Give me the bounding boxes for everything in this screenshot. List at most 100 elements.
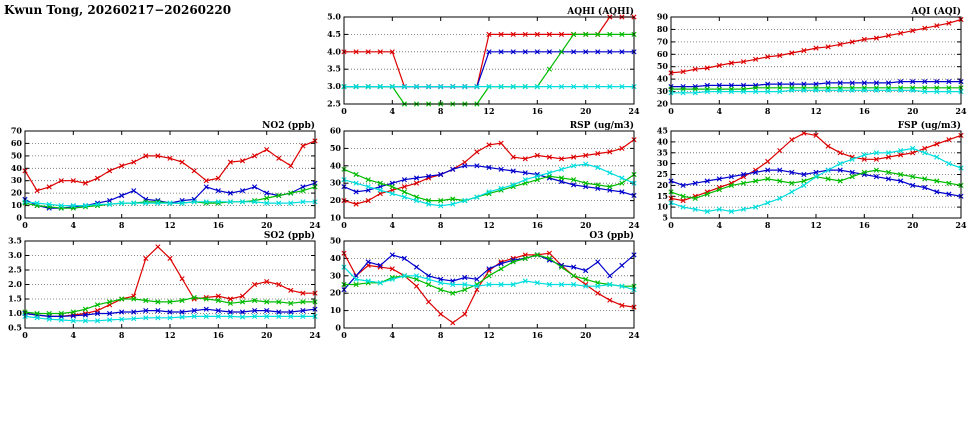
chart-rsp: 10 20 30 40 50 60 0 4 8 12 16 20 24 RSP (ug/m3) xyxy=(319,119,641,232)
svg-text:8: 8 xyxy=(438,106,444,116)
svg-text:O3 (ppb): O3 (ppb) xyxy=(589,230,634,241)
svg-text:4: 4 xyxy=(71,220,77,230)
chart-so2: 0.5 1.0 1.5 2.0 2.5 3.0 3.5 0 4 8 12 16 20 24 SO2 (ppb… xyxy=(0,229,322,342)
svg-text:4: 4 xyxy=(390,330,396,340)
svg-text:20: 20 xyxy=(11,188,23,198)
svg-text:10: 10 xyxy=(657,202,669,212)
svg-text:10: 10 xyxy=(330,213,342,223)
svg-text:0: 0 xyxy=(668,220,674,230)
svg-text:16: 16 xyxy=(532,220,544,230)
svg-text:SO2 (ppb): SO2 (ppb) xyxy=(264,230,315,241)
svg-text:12: 12 xyxy=(810,220,821,230)
svg-text:3.5: 3.5 xyxy=(327,64,341,74)
svg-text:90: 90 xyxy=(657,12,669,22)
svg-text:12: 12 xyxy=(164,220,175,230)
svg-text:8: 8 xyxy=(438,220,444,230)
svg-text:12: 12 xyxy=(164,330,175,340)
svg-text:24: 24 xyxy=(309,330,321,340)
svg-text:30: 30 xyxy=(330,270,342,280)
svg-text:24: 24 xyxy=(955,220,967,230)
svg-text:12: 12 xyxy=(483,220,494,230)
svg-text:1.5: 1.5 xyxy=(8,294,22,304)
svg-text:20: 20 xyxy=(261,220,273,230)
svg-text:0: 0 xyxy=(22,220,28,230)
svg-text:1.0: 1.0 xyxy=(8,308,22,318)
svg-text:4: 4 xyxy=(71,330,77,340)
svg-text:8: 8 xyxy=(119,330,125,340)
svg-text:20: 20 xyxy=(261,330,273,340)
svg-text:2.0: 2.0 xyxy=(8,279,22,289)
svg-text:8: 8 xyxy=(765,106,771,116)
chart-svg-rsp: 10 20 30 40 50 60 0 4 8 12 16 20 24 RSP (ug/m3) xyxy=(330,120,640,230)
chart-aqi: 20 30 40 50 60 70 80 90 0 4 8 12 16 20 24 AQI (AQI) xyxy=(646,5,968,118)
svg-text:45: 45 xyxy=(657,126,668,136)
chart-svg-aqi: 20 30 40 50 60 70 80 90 0 4 8 12 16 20 24 AQI (AQI) xyxy=(657,6,967,116)
svg-text:70: 70 xyxy=(11,126,23,136)
svg-text:24: 24 xyxy=(955,106,967,116)
svg-text:0: 0 xyxy=(22,330,28,340)
chart-no2: 0 10 20 30 40 50 60 70 0 4 8 12 16 20 24 NO2 (ppb) xyxy=(0,119,322,232)
svg-text:40: 40 xyxy=(11,163,23,173)
svg-text:24: 24 xyxy=(628,330,640,340)
svg-text:0: 0 xyxy=(16,213,22,223)
svg-text:35: 35 xyxy=(657,147,668,157)
svg-text:4.0: 4.0 xyxy=(327,46,341,56)
svg-text:8: 8 xyxy=(119,220,125,230)
svg-text:50: 50 xyxy=(330,236,342,246)
svg-text:4: 4 xyxy=(390,220,396,230)
chart-svg-so2: 0.5 1.0 1.5 2.0 2.5 3.0 3.5 0 4 8 12 16 20 24 SO2 (ppb… xyxy=(8,230,321,340)
svg-text:0: 0 xyxy=(668,106,674,116)
svg-text:30: 30 xyxy=(657,86,669,96)
svg-text:20: 20 xyxy=(907,220,919,230)
svg-text:60: 60 xyxy=(657,49,669,59)
svg-text:5.0: 5.0 xyxy=(327,12,341,22)
svg-text:60: 60 xyxy=(330,126,342,136)
svg-text:4: 4 xyxy=(717,106,723,116)
svg-text:3.5: 3.5 xyxy=(8,236,22,246)
svg-text:8: 8 xyxy=(438,330,444,340)
svg-text:30: 30 xyxy=(657,158,669,168)
svg-text:16: 16 xyxy=(859,106,871,116)
svg-text:AQHI (AQHI): AQHI (AQHI) xyxy=(566,6,634,17)
svg-text:20: 20 xyxy=(580,106,592,116)
svg-text:0: 0 xyxy=(335,323,341,333)
svg-text:0: 0 xyxy=(341,330,347,340)
svg-text:20: 20 xyxy=(657,99,669,109)
svg-text:2.5: 2.5 xyxy=(327,99,341,109)
svg-text:20: 20 xyxy=(330,288,342,298)
svg-text:3.0: 3.0 xyxy=(327,81,341,91)
svg-text:24: 24 xyxy=(628,106,640,116)
svg-text:20: 20 xyxy=(330,195,342,205)
svg-text:15: 15 xyxy=(657,191,668,201)
svg-text:50: 50 xyxy=(657,61,669,71)
svg-text:40: 40 xyxy=(657,136,669,146)
svg-text:20: 20 xyxy=(657,180,669,190)
svg-text:8: 8 xyxy=(765,220,771,230)
chart-fsp: 5 10 15 20 25 30 35 40 45 0 4 8 12 16 20 24 FSP (ug/m3) xyxy=(646,119,968,232)
svg-text:12: 12 xyxy=(483,106,494,116)
svg-text:50: 50 xyxy=(11,150,23,160)
svg-text:4.5: 4.5 xyxy=(327,29,341,39)
svg-text:40: 40 xyxy=(330,160,342,170)
chart-aqhi: 2.5 3.0 3.5 4.0 4.5 5.0 0 4 8 12 16 20 24 AQHI (AQHI) xyxy=(319,5,641,118)
svg-text:16: 16 xyxy=(532,106,544,116)
svg-text:12: 12 xyxy=(810,106,821,116)
svg-text:0.5: 0.5 xyxy=(8,323,22,333)
svg-text:10: 10 xyxy=(11,200,23,210)
svg-text:30: 30 xyxy=(11,175,23,185)
svg-text:4: 4 xyxy=(390,106,396,116)
svg-text:50: 50 xyxy=(330,143,342,153)
chart-svg-no2: 0 10 20 30 40 50 60 70 0 4 8 12 16 20 24 NO2 (ppb) xyxy=(11,120,321,230)
chart-svg-aqhi: 2.5 3.0 3.5 4.0 4.5 5.0 0 4 8 12 16 20 24 AQHI (AQHI) xyxy=(327,6,640,116)
svg-text:2.5: 2.5 xyxy=(8,265,22,275)
svg-text:0: 0 xyxy=(341,220,347,230)
chart-o3: 0 10 20 30 40 50 0 4 8 12 16 20 24 O3 (ppb) xyxy=(319,229,641,342)
svg-text:80: 80 xyxy=(657,24,669,34)
svg-text:4: 4 xyxy=(717,220,723,230)
svg-text:10: 10 xyxy=(330,305,342,315)
svg-text:20: 20 xyxy=(580,220,592,230)
svg-text:24: 24 xyxy=(309,220,321,230)
svg-text:60: 60 xyxy=(11,138,23,148)
page-title: Kwun Tong, 20260217−20260220 xyxy=(4,3,232,17)
